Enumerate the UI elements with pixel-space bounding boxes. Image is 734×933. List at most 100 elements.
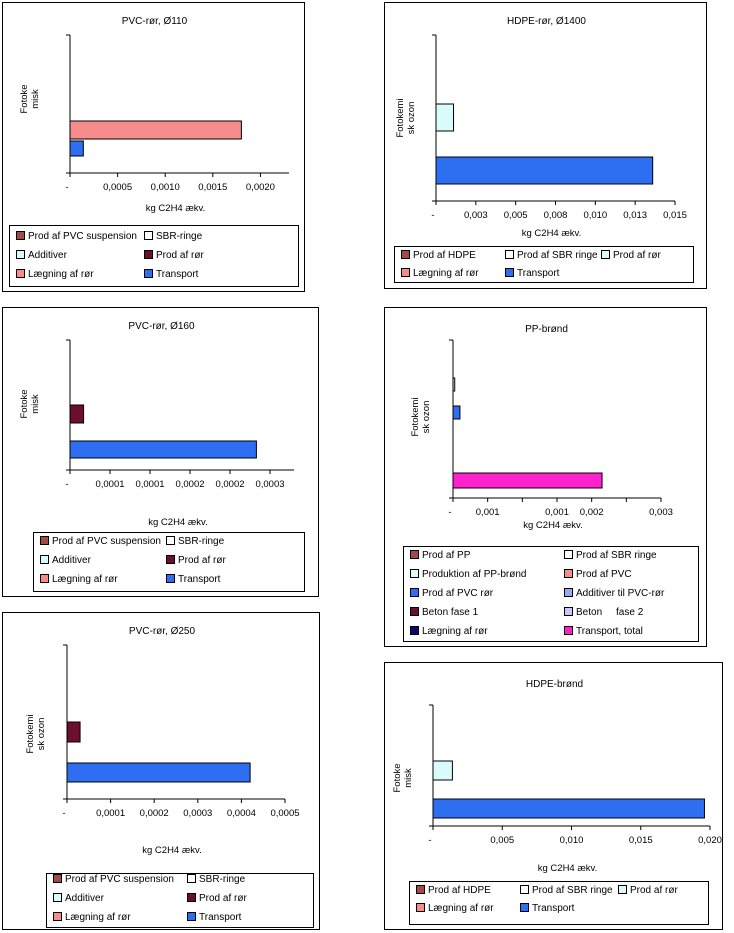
legend-item: Lægning af rør — [416, 902, 494, 915]
x-tick-label: 0,0005 — [270, 808, 299, 819]
chart-svg: PVC-rør, Ø160 Fotoke misk - 0,0001 0,0001 0,00… — [19, 321, 294, 528]
legend-item: Additiver — [53, 892, 104, 905]
chart-title: PP-brønd — [525, 324, 568, 335]
chart-title: PVC-rør, Ø250 — [129, 626, 196, 637]
legend-item: Prod af rør — [187, 892, 247, 905]
x-tick-label: 0,003 — [649, 507, 673, 518]
legend-swatch — [53, 873, 62, 883]
legend-swatch — [601, 249, 610, 259]
legend-swatch — [410, 568, 419, 578]
legend-swatch — [144, 268, 153, 278]
x-tick-label: 0,0002 — [140, 808, 169, 819]
x-axis-label: kg C2H4 ækv. — [523, 520, 582, 531]
chart-pvc-160: PVC-rør, Ø160 Fotoke misk - 0,0001 0,0001 0,00… — [2, 307, 319, 597]
x-tick-label: 0,005 — [504, 210, 528, 221]
x-tick-label: 0,015 — [663, 210, 687, 221]
legend-swatch — [166, 554, 175, 564]
legend-swatch — [520, 884, 529, 894]
legend: Prod af HDPE Prod af SBR ringe Prod af rør… — [409, 881, 709, 925]
legend-swatch — [564, 568, 573, 578]
legend-swatch — [410, 587, 419, 597]
x-axis-label: kg C2H4 ækv. — [148, 517, 207, 528]
legend-label: Prod af SBR ringe — [576, 550, 657, 561]
bar-prod-af-rør — [435, 103, 455, 132]
legend-swatch — [401, 267, 410, 277]
legend-swatch — [166, 535, 175, 545]
legend-swatch — [187, 892, 196, 902]
legend-label: Prod af HDPE — [428, 885, 491, 896]
legend-swatch — [40, 535, 49, 545]
legend-item: Transport — [166, 573, 220, 586]
x-tick-label: 0,0003 — [255, 479, 284, 490]
legend-label: Prod af rør — [199, 893, 247, 904]
svg-text:sk ozon: sk ozon — [36, 718, 47, 751]
chart-svg: PVC-rør, Ø250 Fotokemi sk ozon - 0,0001 0,000… — [25, 626, 300, 856]
x-tick-label: 0,0003 — [183, 808, 212, 819]
legend-label: Prod af rør — [613, 250, 661, 261]
x-axis-label: kg C2H4 ækv. — [142, 845, 201, 856]
legend-label: Prod af PVC suspension — [52, 536, 161, 547]
legend-label: Additiver til PVC-rør — [576, 588, 665, 599]
legend-label: SBR-ringe — [156, 231, 203, 242]
chart-pvc-250: PVC-rør, Ø250 Fotokemi sk ozon - 0,0001 0,000… — [2, 612, 320, 930]
legend-item: Lægning af rør — [16, 268, 94, 281]
x-tick-label: 0,0002 — [215, 479, 244, 490]
legend-swatch — [53, 911, 62, 921]
legend-item: Prod af HDPE — [401, 249, 476, 262]
x-tick-label: 0,003 — [464, 210, 488, 221]
legend: Prod af PVC suspension SBR-ringe Additiver… — [33, 532, 305, 592]
legend-item: SBR-ringe — [166, 535, 225, 548]
legend-label: Beton fase 2 — [576, 607, 644, 618]
chart-title: HDPE-rør, Ø1400 — [507, 16, 586, 27]
chart-title: HDPE-brønd — [526, 679, 583, 690]
legend-item: Prod af PVC — [564, 568, 632, 581]
legend: Prod af HDPE Prod af SBR ringe Prod af rør… — [394, 246, 694, 283]
x-tick-label: 0,0001 — [96, 808, 125, 819]
legend-label: Transport — [199, 912, 242, 923]
legend-label: Lægning af rør — [28, 269, 94, 280]
legend-item: Prod af PVC suspension — [53, 873, 174, 886]
x-axis-label: kg C2H4 ækv. — [538, 863, 597, 874]
legend-item: Prod af rør — [144, 249, 204, 262]
legend-swatch — [40, 573, 49, 583]
x-tick-label: 0,001 — [476, 507, 500, 518]
legend-label: Lægning af rør — [422, 626, 488, 637]
legend-item: Beton fase 2 — [564, 606, 644, 619]
bar-lægning-af-rør — [69, 120, 242, 140]
x-tick-label: 0,010 — [560, 835, 584, 846]
legend-swatch — [40, 554, 49, 564]
legend-label: Prod af PVC suspension — [65, 874, 174, 885]
legend-item: Beton fase 1 — [410, 606, 478, 619]
bar-transport — [69, 140, 84, 157]
legend-item: Transport — [144, 268, 198, 281]
x-tick-label: - — [62, 808, 65, 819]
x-tick-label: - — [448, 507, 451, 518]
legend-item: Prod af SBR ringe — [505, 249, 598, 262]
legend-label: Lægning af rør — [428, 903, 494, 914]
legend-item: Prod af rør — [166, 554, 226, 567]
legend-swatch — [187, 911, 196, 921]
chart-title: PVC-rør, Ø110 — [122, 16, 188, 27]
legend-label: Prod af PP — [422, 550, 471, 561]
x-tick-label: - — [428, 835, 431, 846]
bar-transport-total — [452, 472, 603, 489]
legend-swatch — [416, 902, 425, 912]
y-axis-label: Fotoke misk — [19, 389, 41, 418]
legend-label: Prod af rør — [630, 885, 678, 896]
legend-swatch — [416, 884, 425, 894]
svg-text:Fotoke: Fotoke — [19, 389, 30, 418]
svg-text:Fotokemi: Fotokemi — [395, 98, 406, 137]
legend-item: Transport — [187, 911, 242, 924]
chart-hdpe-brond: HDPE-brønd Fotoke misk - 0,005 0,010 0,015 0,02… — [384, 662, 723, 930]
legend-label: SBR-ringe — [178, 536, 225, 547]
legend-swatch — [16, 268, 25, 278]
bar-transport — [66, 762, 251, 783]
chart-svg: HDPE-brønd Fotoke misk - 0,005 0,010 0,015 0,02… — [392, 679, 722, 874]
legend-item: Produktion af PP-brønd — [410, 568, 527, 581]
legend: Prod af PVC suspension SBR-ringe Additiver… — [9, 225, 299, 287]
x-tick-label: 0,002 — [580, 507, 604, 518]
legend-label: Prod af PVC rør — [422, 588, 494, 599]
x-tick-label: 0,0001 — [135, 479, 164, 490]
legend-label: Transport, total — [576, 626, 643, 637]
legend-item: Additiver — [40, 554, 91, 567]
